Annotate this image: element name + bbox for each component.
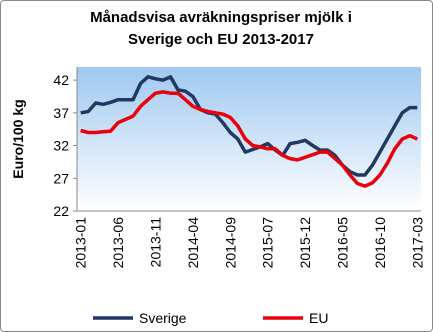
legend-label: EU bbox=[309, 310, 328, 326]
y-axis-label: Euro/100 kg bbox=[10, 99, 26, 178]
y-tick-label: 37 bbox=[53, 105, 69, 121]
legend-label: Sverige bbox=[139, 310, 187, 326]
y-tick-label: 22 bbox=[53, 203, 69, 219]
line-series bbox=[80, 90, 419, 188]
y-tick-label: 27 bbox=[53, 170, 69, 186]
x-tick-label: 2014-04 bbox=[185, 217, 201, 269]
x-tick-label: 2015-07 bbox=[260, 217, 276, 269]
x-tick-label: 2016-10 bbox=[372, 217, 388, 269]
chart-title: Månadsvisa avräkningspriser mjölk i Sver… bbox=[90, 9, 352, 48]
x-tick-label: 2017-03 bbox=[409, 217, 425, 269]
x-tick-label: 2015-12 bbox=[297, 217, 313, 269]
x-tick-label: 2013-11 bbox=[148, 217, 164, 268]
line-series bbox=[80, 75, 418, 177]
plot-area bbox=[77, 67, 421, 211]
x-tick-label: 2014-09 bbox=[222, 217, 238, 269]
x-tick-label: 2013-01 bbox=[73, 217, 89, 269]
y-tick-label: 42 bbox=[53, 72, 69, 88]
x-tick-label: 2013-06 bbox=[110, 217, 126, 269]
x-tick-label: 2016-05 bbox=[334, 217, 350, 269]
y-tick-label: 32 bbox=[53, 138, 69, 154]
